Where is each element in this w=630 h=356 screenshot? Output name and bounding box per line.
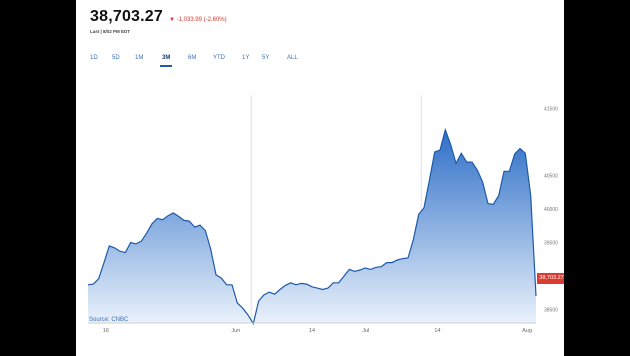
y-tick-label: 39500 (544, 241, 558, 247)
y-tick-label: 40000 (544, 207, 558, 213)
chart-panel: 38,703.27 ▼ -1,033.99 (-2.60%) Last | 8/… (76, 0, 564, 356)
x-tick-label: 14 (434, 328, 440, 334)
tab-5d[interactable]: 5D (112, 55, 120, 61)
tab-1y[interactable]: 1Y (242, 55, 250, 61)
tab-ytd[interactable]: YTD (213, 55, 225, 61)
tab-6m[interactable]: 6M (188, 55, 197, 61)
price-change: ▼ -1,033.99 (-2.60%) (169, 17, 227, 23)
y-tick-label: 40500 (544, 173, 558, 179)
x-tick-label: Jun (231, 328, 240, 334)
price-area (88, 129, 536, 324)
change-value: -1,033.99 (-2.60%) (176, 17, 227, 23)
price-chart: 16Jun14Jul14Aug4150040500400003950039000… (87, 95, 558, 334)
tab-1m[interactable]: 1M (135, 55, 144, 61)
tab-3m[interactable]: 3M (159, 55, 173, 67)
price-line (87, 127, 537, 326)
x-tick-label: Jul (362, 328, 369, 334)
tab-all[interactable]: ALL (287, 55, 298, 61)
source-label: Source: CNBC (89, 317, 129, 323)
current-price: 38,703.27 (90, 8, 163, 25)
tab-5y[interactable]: 5Y (262, 55, 270, 61)
x-tick-label: Aug (522, 328, 532, 334)
down-arrow-icon: ▼ (168, 17, 175, 23)
current-price-marker: 38,703.27 (537, 273, 564, 284)
x-tick-label: 16 (103, 328, 109, 334)
tab-1d[interactable]: 1D (90, 55, 98, 61)
last-updated: Last | 8/02 PM EDT (90, 29, 131, 34)
y-tick-label: 41500 (544, 106, 558, 112)
quote-header: 38,703.27 ▼ -1,033.99 (-2.60%) (90, 8, 227, 26)
x-tick-label: 14 (309, 328, 315, 334)
y-tick-label: 38500 (544, 308, 558, 314)
